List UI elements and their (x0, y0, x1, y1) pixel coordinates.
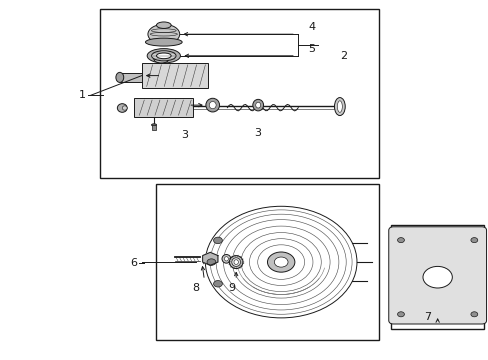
Ellipse shape (145, 38, 182, 46)
Circle shape (274, 257, 287, 267)
Circle shape (422, 266, 451, 288)
Ellipse shape (222, 255, 230, 263)
Text: 3: 3 (254, 128, 261, 138)
Ellipse shape (205, 98, 219, 112)
Ellipse shape (117, 104, 127, 112)
Circle shape (470, 312, 477, 317)
Bar (142, 63, 207, 88)
Circle shape (213, 280, 222, 287)
Ellipse shape (156, 22, 171, 28)
Ellipse shape (156, 53, 171, 59)
Bar (151, 125, 156, 130)
Ellipse shape (252, 99, 263, 111)
Ellipse shape (148, 24, 180, 44)
Ellipse shape (116, 72, 123, 82)
Text: 4: 4 (307, 22, 315, 32)
Circle shape (205, 206, 356, 318)
Text: 6: 6 (130, 258, 137, 268)
Circle shape (470, 238, 477, 243)
Circle shape (267, 252, 294, 272)
Polygon shape (202, 252, 218, 265)
Bar (134, 98, 193, 117)
Ellipse shape (224, 257, 228, 261)
Text: 2: 2 (339, 51, 346, 61)
Text: 5: 5 (307, 44, 314, 54)
Text: 8: 8 (192, 283, 199, 293)
Text: 3: 3 (181, 130, 188, 140)
Ellipse shape (147, 49, 180, 63)
Text: 1: 1 (79, 90, 85, 100)
FancyBboxPatch shape (388, 227, 486, 324)
Ellipse shape (255, 102, 260, 108)
Bar (100, 9, 378, 178)
Ellipse shape (229, 256, 243, 269)
Circle shape (397, 312, 404, 317)
Bar (156, 184, 378, 340)
Ellipse shape (337, 101, 342, 112)
Bar (120, 73, 143, 82)
Ellipse shape (151, 124, 156, 126)
Circle shape (206, 259, 215, 265)
Circle shape (213, 237, 222, 244)
Ellipse shape (231, 258, 240, 266)
Ellipse shape (233, 260, 238, 264)
Ellipse shape (122, 106, 127, 110)
Ellipse shape (334, 98, 345, 116)
Text: 9: 9 (228, 283, 235, 293)
Ellipse shape (209, 102, 216, 109)
Text: 7: 7 (424, 312, 430, 322)
Bar (390, 225, 483, 329)
Ellipse shape (154, 56, 168, 63)
Circle shape (397, 238, 404, 243)
Ellipse shape (151, 51, 176, 61)
